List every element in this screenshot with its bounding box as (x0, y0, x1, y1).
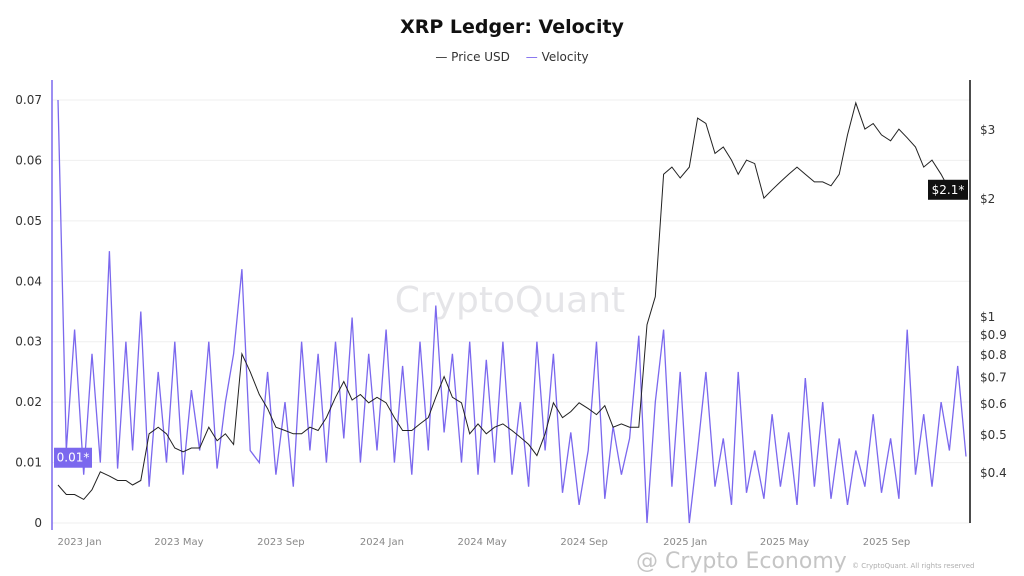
x-tick-label: 2025 Sep (863, 537, 910, 548)
legend-item-velocity[interactable]: — Velocity (526, 50, 589, 64)
x-tick-label: 2023 Sep (257, 537, 304, 548)
y2-tick-label: $2 (980, 192, 995, 206)
legend-swatch-velocity: — (525, 50, 542, 64)
y2-tick-label: $0.9 (980, 328, 1007, 342)
x-tick-label: 2024 Sep (560, 537, 607, 548)
x-tick-label: 2025 Jan (663, 537, 707, 548)
current-velocity-badge (54, 447, 92, 468)
series-line-price-usd (57, 101, 967, 501)
y2-tick-label: $0.8 (980, 348, 1007, 362)
legend: — Price USD — Velocity (0, 50, 1024, 64)
current-velocity-label: 0.01* (57, 451, 90, 465)
y2-tick-label: $1 (980, 310, 995, 324)
overlay-watermark: @ Crypto Economy (636, 549, 847, 574)
legend-swatch-price: — (435, 50, 452, 64)
y-tick-label: 0.07 (15, 93, 42, 107)
legend-item-price[interactable]: — Price USD (435, 50, 510, 64)
current-price-label: $2.1* (932, 183, 965, 197)
y2-tick-label: $3 (980, 123, 995, 137)
y-tick-label: 0.06 (15, 153, 42, 167)
series-line-velocity (57, 99, 967, 524)
y2-tick-label: $0.7 (980, 371, 1007, 385)
y2-tick-label: $0.4 (980, 466, 1007, 480)
y-tick-label: 0.02 (15, 395, 42, 409)
x-tick-label: 2025 May (760, 537, 809, 548)
y-tick-label: 0.01 (15, 456, 42, 470)
y-tick-label: 0 (34, 516, 42, 530)
y-tick-label: 0.05 (15, 214, 42, 228)
watermark: CryptoQuant (395, 280, 625, 321)
y-tick-label: 0.03 (15, 335, 42, 349)
x-tick-label: 2024 Jan (360, 537, 404, 548)
chart-title: XRP Ledger: Velocity (400, 16, 624, 38)
y-tick-label: 0.04 (15, 274, 42, 288)
current-price-badge (928, 179, 968, 200)
y2-tick-label: $0.5 (980, 428, 1007, 442)
y2-tick-label: $0.6 (980, 397, 1007, 411)
legend-label: Velocity (541, 50, 589, 64)
copyright: © CryptoQuant. All rights reserved (852, 562, 975, 570)
legend-label: Price USD (451, 50, 510, 64)
x-tick-label: 2023 May (154, 537, 203, 548)
x-tick-label: 2023 Jan (58, 537, 102, 548)
x-tick-label: 2024 May (458, 537, 507, 548)
